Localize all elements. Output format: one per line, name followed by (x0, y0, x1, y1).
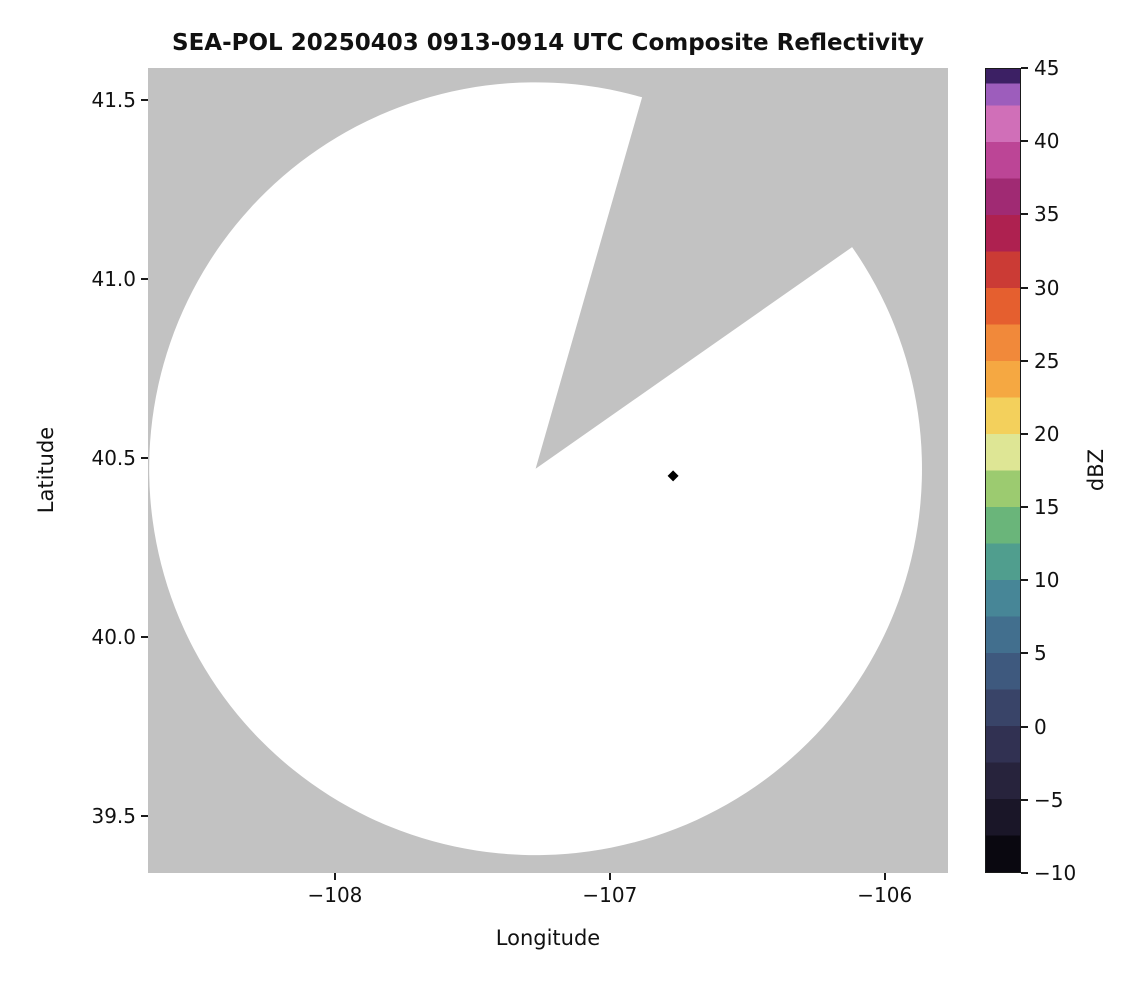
site-marker-diamond (667, 470, 679, 482)
colorbar-tick-label: 5 (1034, 641, 1047, 666)
y-tick-mark (141, 635, 148, 638)
colorbar-tick-label: −5 (1034, 787, 1064, 812)
colorbar-tick-mark (1021, 725, 1028, 728)
x-axis-label: Longitude (495, 926, 601, 950)
x-tick-label: −106 (857, 883, 913, 907)
colorbar-tick-label: 25 (1034, 348, 1060, 373)
colorbar-tick-mark (1021, 798, 1028, 801)
colorbar-tick-mark (1021, 286, 1028, 289)
y-tick-mark (141, 814, 148, 817)
colorbar-tick-mark (1021, 579, 1028, 582)
colorbar-tick-mark (1021, 359, 1028, 362)
colorbar-tick-label: 35 (1034, 202, 1060, 227)
y-tick-label: 39.5 (91, 803, 136, 828)
colorbar-tick-label: 0 (1034, 714, 1047, 739)
chart-title: SEA-POL 20250403 0913-0914 UTC Composite… (172, 30, 924, 56)
colorbar-tick-label: 30 (1034, 275, 1060, 300)
y-tick-mark (141, 456, 148, 459)
colorbar-tick-mark (1021, 872, 1028, 874)
colorbar-tick-label: 15 (1034, 495, 1060, 520)
y-tick-label: 40.0 (91, 624, 136, 649)
x-tick-label: −108 (307, 883, 363, 907)
y-tick-label: 41.5 (91, 88, 136, 113)
colorbar-tick-mark (1021, 213, 1028, 216)
colorbar-tick-label: 20 (1034, 421, 1060, 446)
colorbar (985, 68, 1021, 873)
colorbar-tick-mark (1021, 67, 1028, 69)
x-tick-mark (608, 873, 611, 880)
colorbar-tick-label: 10 (1034, 568, 1060, 593)
colorbar-tick-mark (1021, 652, 1028, 655)
colorbar-label: dBZ (1084, 448, 1108, 492)
x-tick-mark (883, 873, 886, 880)
x-tick-mark (333, 873, 336, 880)
radar-map-svg (148, 68, 948, 873)
radar-coverage-area (149, 82, 922, 856)
y-tick-mark (141, 99, 148, 102)
x-tick-label: −107 (582, 883, 638, 907)
colorbar-tick-mark (1021, 432, 1028, 435)
y-tick-label: 40.5 (91, 445, 136, 470)
colorbar-tick-label: 45 (1034, 56, 1060, 80)
colorbar-tick-label: −10 (1034, 861, 1077, 885)
y-tick-mark (141, 278, 148, 281)
y-axis-label: Latitude (34, 426, 58, 514)
plot-area (148, 68, 948, 873)
y-tick-label: 41.0 (91, 267, 136, 292)
colorbar-tick-mark (1021, 506, 1028, 509)
colorbar-tick-mark (1021, 140, 1028, 143)
colorbar-tick-label: 40 (1034, 129, 1060, 154)
